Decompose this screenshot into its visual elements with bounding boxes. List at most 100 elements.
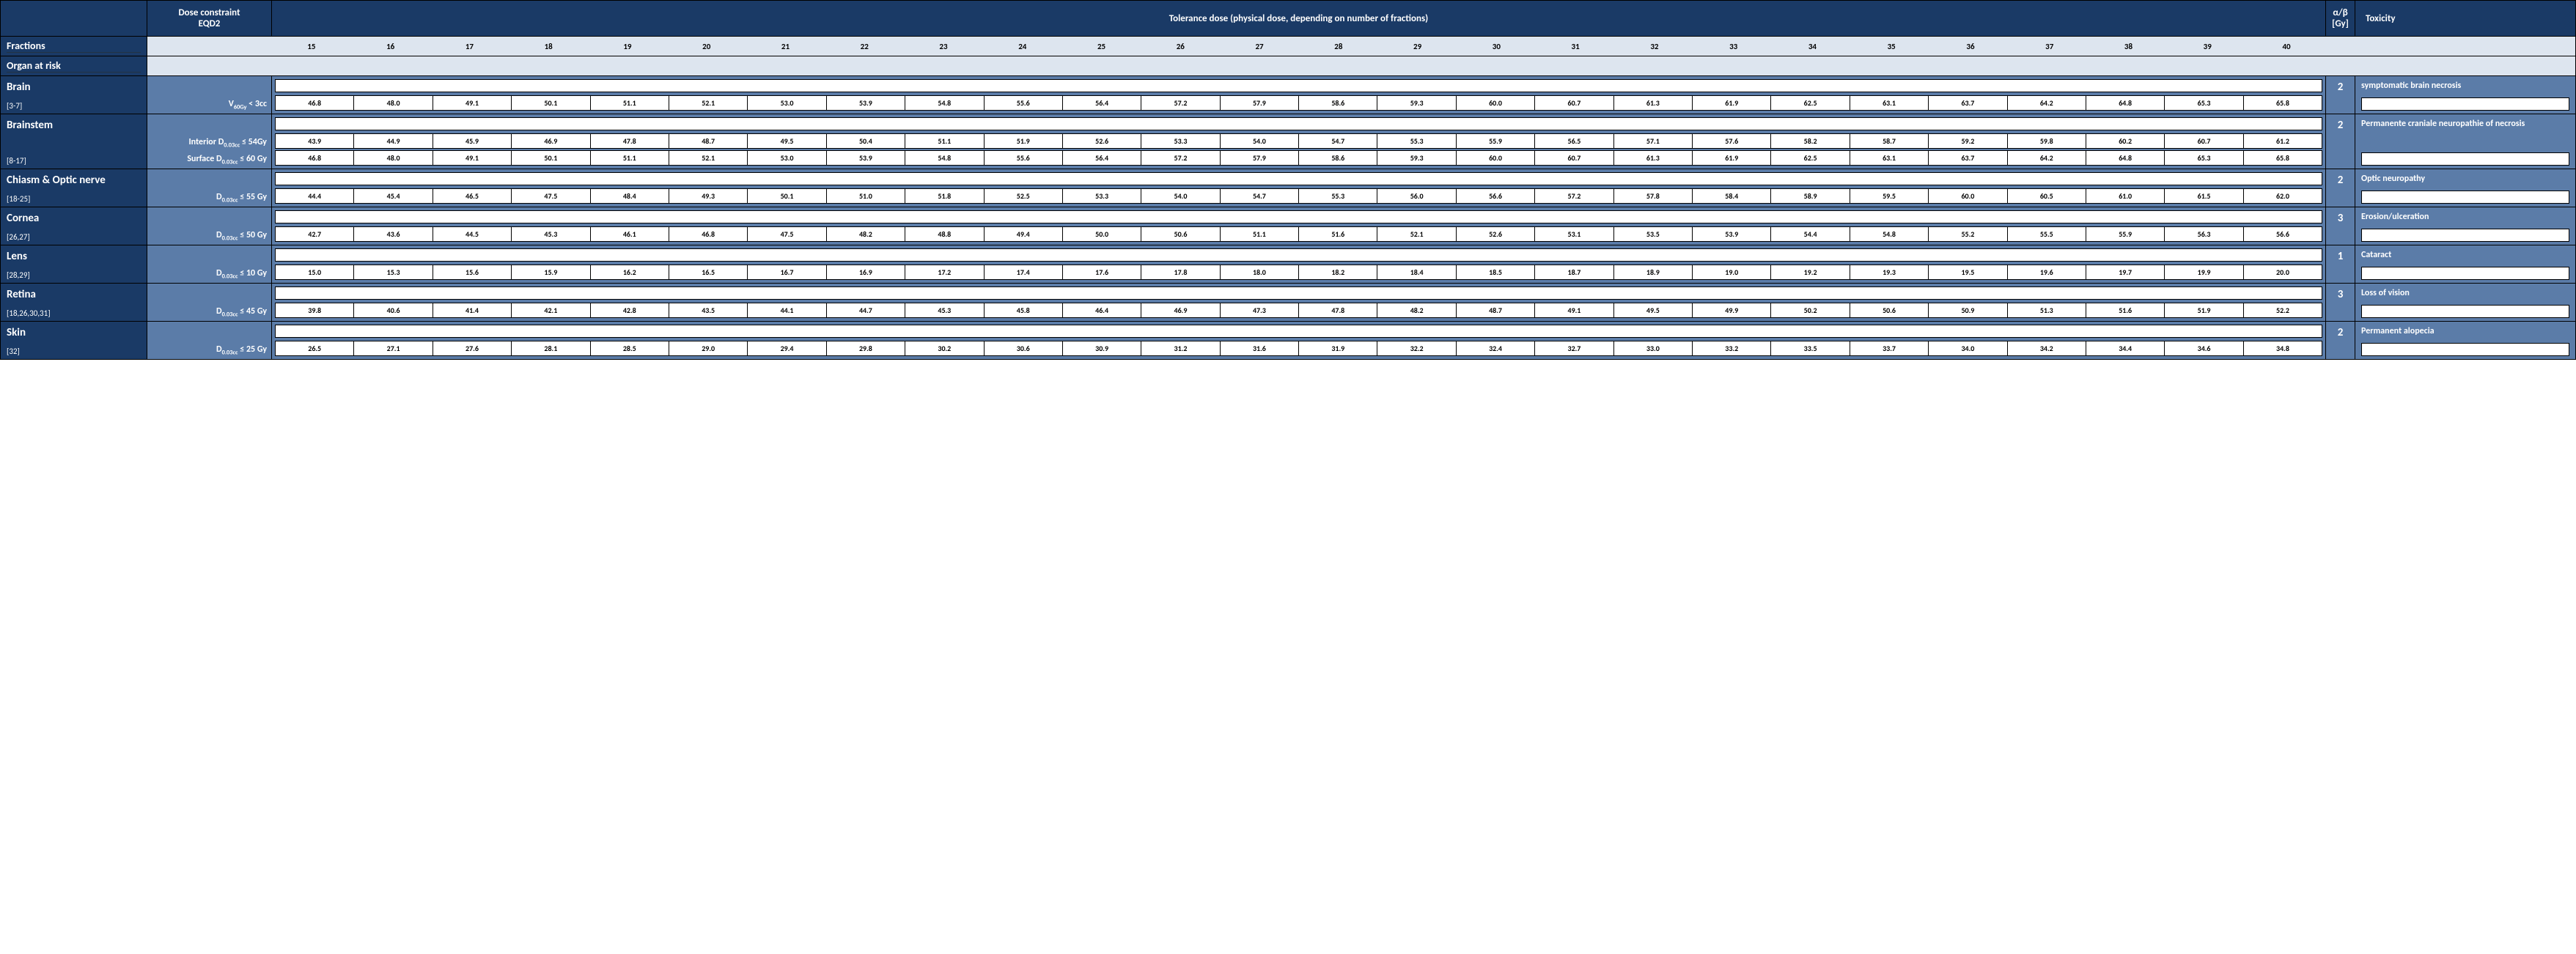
header-alpha-beta: α/β[Gy] [2326, 1, 2355, 36]
fraction-number: 39 [2168, 42, 2247, 51]
organ-toxicity: Cataract [2355, 245, 2575, 283]
value-blank [275, 248, 2322, 262]
value-cell: 52.5 [985, 189, 1063, 204]
value-cell: 31.6 [1221, 341, 1299, 356]
value-cell: 52.1 [669, 96, 748, 111]
value-cell: 53.3 [1141, 134, 1220, 149]
organ-toxicity: symptomatic brain necrosis [2355, 75, 2575, 114]
value-cell: 39.8 [276, 303, 354, 318]
value-cell: 47.5 [512, 189, 590, 204]
value-cell: 41.4 [433, 303, 512, 318]
value-cell: 49.1 [433, 96, 512, 111]
value-cell: 47.3 [1221, 303, 1299, 318]
value-cell: 47.8 [1299, 303, 1377, 318]
value-cell: 55.2 [1929, 227, 2007, 242]
value-cell: 65.8 [2244, 96, 2322, 111]
value-cell: 46.4 [1063, 303, 1141, 318]
value-blank [275, 117, 2322, 130]
value-cell: 59.2 [1929, 134, 2007, 149]
value-cell: 53.5 [1614, 227, 1693, 242]
value-cell: 56.4 [1063, 96, 1141, 111]
value-row: 46.848.049.150.151.152.153.053.954.855.6… [275, 150, 2322, 166]
toxicity-blank [2361, 97, 2569, 111]
organ-label: Lens[28,29] [1, 245, 147, 283]
value-cell: 51.0 [827, 189, 905, 204]
value-cell: 56.6 [1457, 189, 1535, 204]
organ-alpha-beta: 2 [2326, 114, 2355, 169]
value-cell: 57.6 [1693, 134, 1771, 149]
value-cell: 63.1 [1850, 151, 1929, 166]
toxicity-label: Permanent alopecia [2361, 326, 2569, 336]
value-cell: 58.2 [1771, 134, 1850, 149]
value-cell: 45.3 [905, 303, 984, 318]
organ-constraint: D0.03cc ≤ 55 Gy [147, 169, 272, 207]
value-cell: 53.0 [748, 151, 826, 166]
value-row: 43.944.945.946.947.848.749.550.451.151.9… [275, 133, 2322, 149]
value-cell: 58.9 [1771, 189, 1850, 204]
value-cell: 18.4 [1377, 265, 1456, 280]
organ-toxicity: Loss of vision [2355, 283, 2575, 321]
value-cell: 52.1 [669, 151, 748, 166]
fraction-number: 22 [825, 42, 904, 51]
toxicity-label: Erosion/ulceration [2361, 212, 2569, 222]
value-cell: 60.7 [1535, 96, 1613, 111]
value-cell: 56.3 [2165, 227, 2243, 242]
tolerance-dose-table: Dose constraintEQD2Tolerance dose (physi… [0, 0, 2576, 360]
toxicity-label: Permanente craniale neuropathie of necro… [2361, 119, 2569, 129]
value-cell: 16.5 [669, 265, 748, 280]
value-cell: 46.8 [669, 227, 748, 242]
constraint-line: Interior D0.03cc ≤ 54Gy [152, 134, 267, 150]
value-cell: 49.9 [1693, 303, 1771, 318]
value-cell: 48.0 [354, 96, 433, 111]
fraction-number: 30 [1457, 42, 1536, 51]
value-cell: 45.9 [433, 134, 512, 149]
value-cell: 18.9 [1614, 265, 1693, 280]
toxicity-blank [2361, 152, 2569, 166]
fractions-strip: 1516171819202122232425262728293031323334… [272, 39, 2326, 54]
value-cell: 51.9 [2165, 303, 2243, 318]
value-cell: 56.6 [2244, 227, 2322, 242]
value-cell: 16.2 [591, 265, 669, 280]
toxicity-blank [2361, 191, 2569, 204]
fraction-number: 20 [667, 42, 746, 51]
value-cell: 18.2 [1299, 265, 1377, 280]
value-cell: 60.7 [1535, 151, 1613, 166]
value-cell: 33.0 [1614, 341, 1693, 356]
value-cell: 53.9 [827, 96, 905, 111]
constraint-line: D0.03cc ≤ 50 Gy [152, 227, 267, 243]
value-cell: 45.8 [985, 303, 1063, 318]
value-cell: 59.3 [1377, 151, 1456, 166]
value-cell: 42.8 [591, 303, 669, 318]
value-cell: 47.5 [748, 227, 826, 242]
value-cell: 34.8 [2244, 341, 2322, 356]
value-cell: 53.3 [1063, 189, 1141, 204]
fraction-number: 37 [2010, 42, 2089, 51]
value-cell: 50.6 [1850, 303, 1929, 318]
fraction-number: 32 [1615, 42, 1694, 51]
value-blank [275, 210, 2322, 223]
value-row: 26.527.127.628.128.529.029.429.830.230.6… [275, 341, 2322, 356]
fraction-number: 17 [430, 42, 509, 51]
organ-ref: [3-7] [7, 101, 141, 111]
value-cell: 55.3 [1299, 189, 1377, 204]
value-cell: 33.2 [1693, 341, 1771, 356]
value-cell: 54.8 [1850, 227, 1929, 242]
value-cell: 32.7 [1535, 341, 1613, 356]
value-cell: 61.3 [1614, 96, 1693, 111]
value-cell: 48.2 [827, 227, 905, 242]
value-cell: 61.3 [1614, 151, 1693, 166]
value-cell: 49.5 [1614, 303, 1693, 318]
value-cell: 60.5 [2008, 189, 2086, 204]
value-cell: 56.0 [1377, 189, 1456, 204]
header-tolerance: Tolerance dose (physical dose, depending… [272, 1, 2326, 36]
value-cell: 51.9 [985, 134, 1063, 149]
value-cell: 16.9 [827, 265, 905, 280]
toxicity-label: symptomatic brain necrosis [2361, 81, 2569, 91]
value-cell: 46.8 [276, 96, 354, 111]
value-cell: 44.9 [354, 134, 433, 149]
value-cell: 27.6 [433, 341, 512, 356]
organ-ref: [32] [7, 347, 141, 356]
value-cell: 46.9 [512, 134, 590, 149]
value-cell: 60.0 [1457, 96, 1535, 111]
value-cell: 20.0 [2244, 265, 2322, 280]
